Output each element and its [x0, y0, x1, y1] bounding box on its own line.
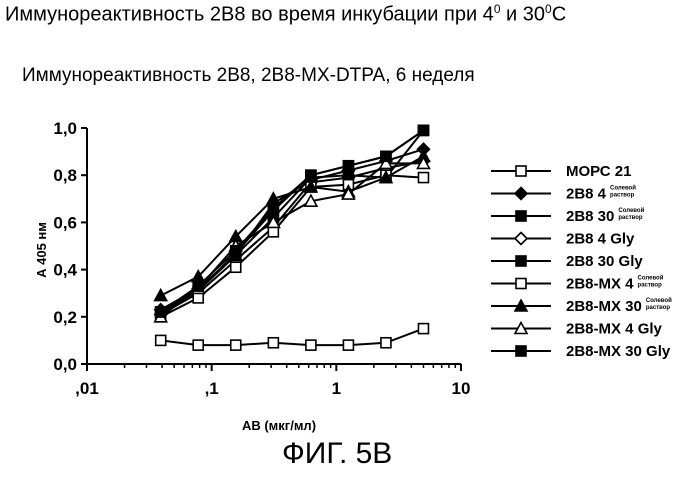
legend-marker [516, 256, 526, 266]
legend-sublabel: раствор [610, 193, 635, 199]
legend-sublabel: Солевой [618, 207, 644, 214]
data-point [343, 340, 353, 350]
legend-label: 2В8 30 [566, 208, 614, 225]
legend-sublabel: раствор [646, 305, 671, 311]
data-point [231, 246, 241, 256]
legend-label: МОРС 21 [566, 163, 631, 180]
x-tick-label: 1 [332, 379, 341, 398]
legend-sublabel: Солевой [638, 275, 664, 282]
y-tick-label: 0,8 [53, 166, 77, 185]
legend-marker [515, 233, 527, 245]
legend-label: 2В8-МХ 4 Gly [566, 321, 663, 338]
legend-marker [516, 346, 526, 356]
legend-label: 2В8-МХ 30 [566, 298, 642, 315]
legend-marker [516, 211, 526, 221]
x-tick-label: ,01 [75, 379, 99, 398]
y-tick-label: 0,4 [53, 261, 77, 280]
data-point [231, 340, 241, 350]
data-point [155, 290, 167, 301]
legend-sublabel: раствор [638, 283, 663, 289]
series-group [156, 125, 429, 317]
legend-sublabel: Солевой [646, 297, 672, 304]
data-point [231, 262, 241, 272]
y-tick-label: 0,0 [53, 355, 77, 374]
figure-label: ФИГ. 5В [282, 437, 392, 471]
data-point [343, 161, 353, 171]
y-tick-label: 0,6 [53, 213, 77, 232]
data-point [343, 170, 353, 180]
data-point [418, 324, 428, 334]
legend-label: 2В8 30 Gly [566, 253, 643, 270]
data-point [268, 203, 278, 213]
legend-label: 2В8 4 Gly [566, 231, 635, 248]
data-point [381, 338, 391, 348]
series-group [156, 324, 429, 351]
y-tick-label: 1,0 [53, 119, 77, 138]
legend-marker [516, 279, 526, 289]
data-point [193, 281, 203, 291]
legend-label: 2В8-МХ 30 Gly [566, 343, 671, 360]
legend-sublabel: Солевой [610, 185, 636, 192]
data-point [268, 338, 278, 348]
legend-marker [515, 188, 527, 200]
legend-label: 2В8-МХ 4 [566, 276, 634, 293]
data-point [306, 170, 316, 180]
data-point [193, 293, 203, 303]
x-tick-label: 10 [452, 379, 471, 398]
data-point [381, 151, 391, 161]
data-point [193, 340, 203, 350]
legend-label: 2В8 4 [566, 186, 607, 203]
legend: МОРС 212В8 4Солевойраствор2В8 30Солевойр… [491, 163, 672, 360]
x-tick-label: ,1 [205, 379, 219, 398]
data-point [156, 335, 166, 345]
legend-sublabel: раствор [618, 215, 643, 221]
x-axis-label: АВ (мкг/мл) [242, 418, 316, 433]
data-point [268, 227, 278, 237]
data-point [418, 125, 428, 135]
data-point [156, 307, 166, 317]
data-point [306, 340, 316, 350]
y-axis-label: А 405 нм [34, 222, 49, 278]
legend-marker [516, 166, 526, 176]
data-point [418, 173, 428, 183]
y-tick-label: 0,2 [53, 308, 77, 327]
